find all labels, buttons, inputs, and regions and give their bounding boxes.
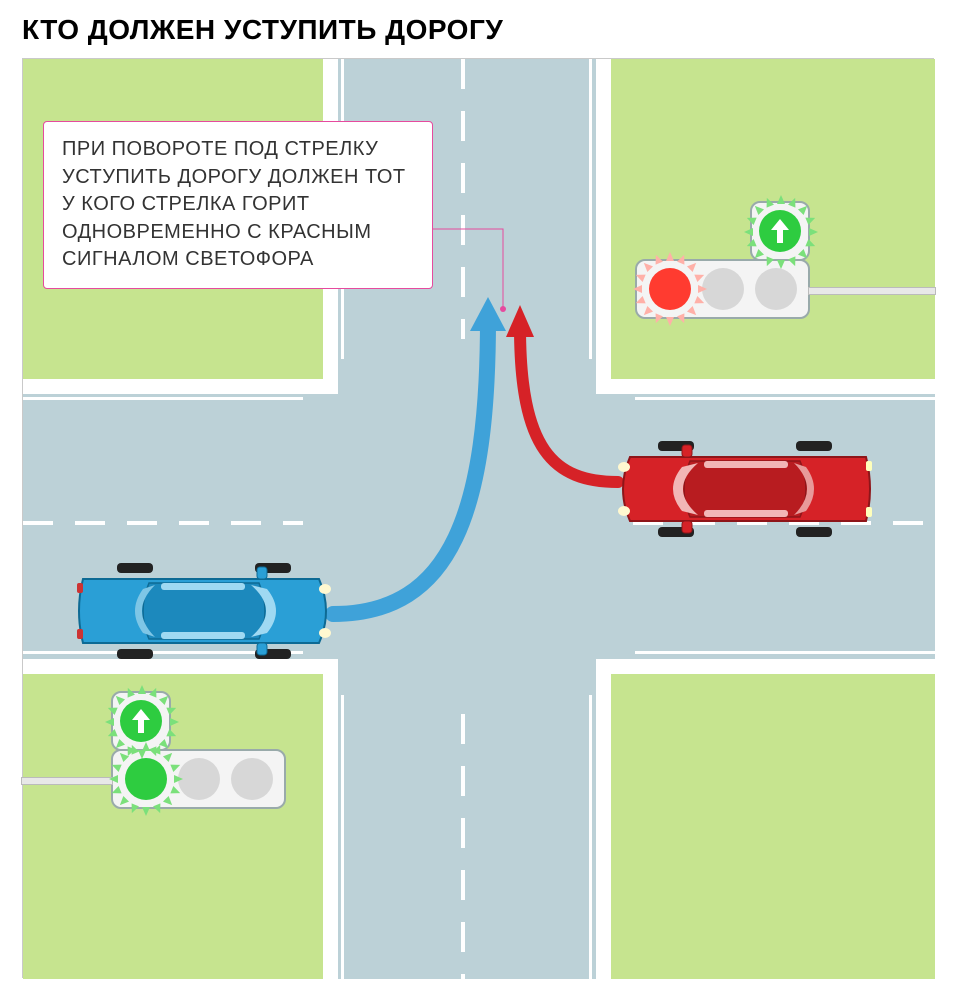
tl-yellow-light-off xyxy=(178,758,220,800)
tl-arrow-green xyxy=(120,700,162,742)
info-line: У КОГО СТРЕЛКА ГОРИТ xyxy=(62,191,414,219)
info-line: ПРИ ПОВОРОТЕ ПОД СТРЕЛКУ xyxy=(62,136,414,164)
tl-red-light-off xyxy=(231,758,273,800)
car-red xyxy=(613,439,878,544)
traffic-light-ne xyxy=(635,259,810,319)
info-line: ОДНОВРЕМЕННО С КРАСНЫМ xyxy=(62,219,414,247)
info-callout: ПРИ ПОВОРОТЕ ПОД СТРЕЛКУ УСТУПИТЬ ДОРОГУ… xyxy=(43,121,433,289)
arrow-up-icon xyxy=(769,218,791,244)
tl-arrow-green xyxy=(759,210,801,252)
arrow-up-icon xyxy=(130,708,152,734)
tl-arrow-section xyxy=(750,201,810,261)
info-line: УСТУПИТЬ ДОРОГУ ДОЛЖЕН ТОТ xyxy=(62,164,414,192)
diagram: ПРИ ПОВОРОТЕ ПОД СТРЕЛКУ УСТУПИТЬ ДОРОГУ… xyxy=(22,58,934,978)
tl-body xyxy=(111,749,286,809)
car-blue xyxy=(71,561,336,666)
tl-green-light xyxy=(125,758,167,800)
info-line: СИГНАЛОМ СВЕТОФОРА xyxy=(62,246,414,274)
tl-green-light-off xyxy=(755,268,797,310)
tl-red-light xyxy=(649,268,691,310)
tl-yellow-light-off xyxy=(702,268,744,310)
tl-pole xyxy=(808,287,936,295)
traffic-light-sw xyxy=(111,749,286,809)
page: КТО ДОЛЖЕН УСТУПИТЬ ДОРОГУ xyxy=(0,0,956,1000)
tl-pole xyxy=(21,777,113,785)
page-title: КТО ДОЛЖЕН УСТУПИТЬ ДОРОГУ xyxy=(0,0,956,46)
